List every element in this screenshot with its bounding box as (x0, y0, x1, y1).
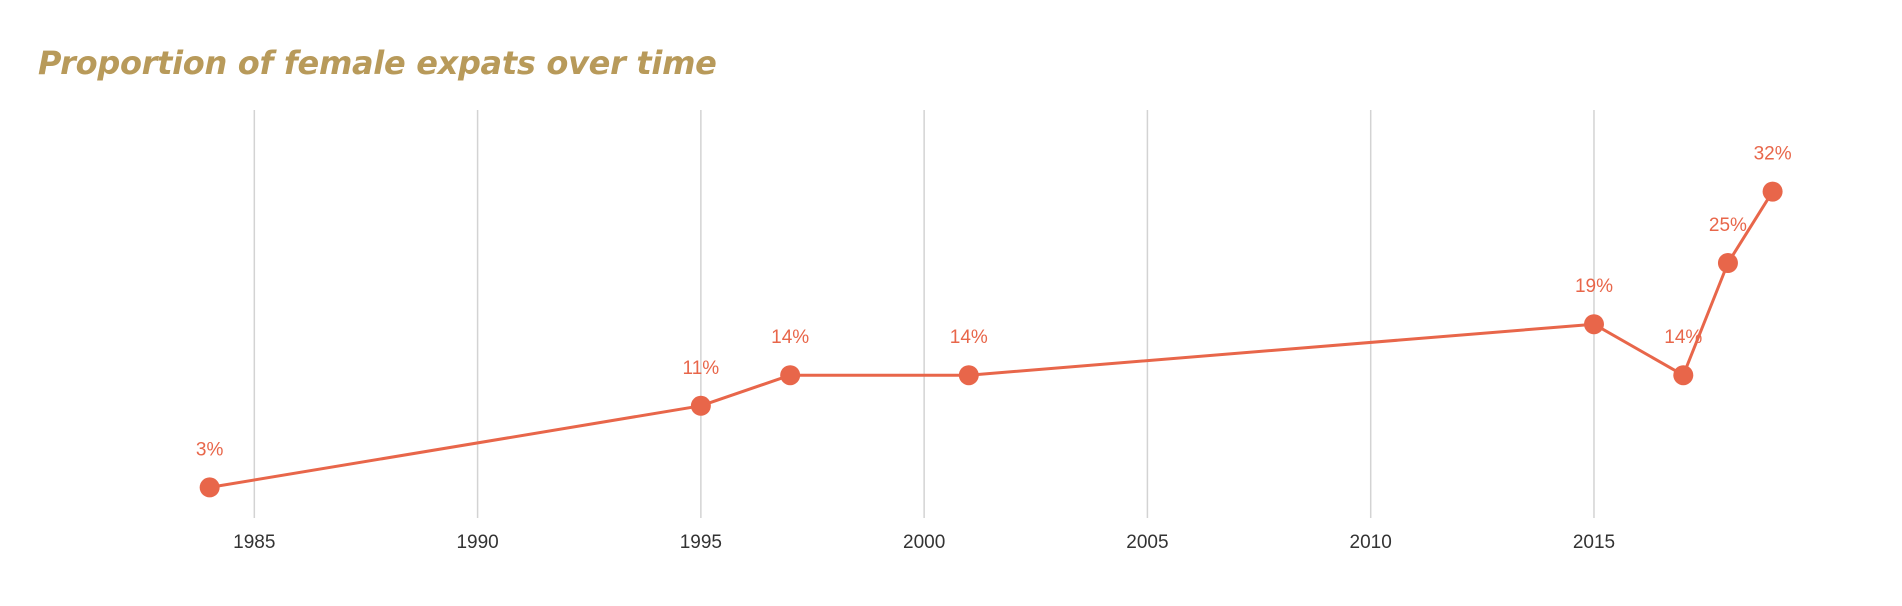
data-label-2018: 25% (1709, 215, 1747, 236)
data-point-1984[interactable] (199, 477, 220, 498)
data-point-2015[interactable] (1583, 314, 1604, 335)
data-label-1984: 3% (196, 439, 224, 460)
x-tick-label: 1990 (456, 532, 498, 553)
data-point-2017[interactable] (1673, 365, 1694, 386)
series-line (208, 190, 1775, 489)
data-label-2001: 14% (950, 327, 988, 348)
data-point-2001[interactable] (958, 365, 979, 386)
gridlines (253, 110, 1595, 518)
data-label-2017: 14% (1664, 327, 1702, 348)
data-point-1997[interactable] (780, 365, 801, 386)
x-tick-label: 2005 (1126, 532, 1168, 553)
x-tick-label: 1985 (233, 532, 275, 553)
data-label-2019: 32% (1754, 144, 1792, 165)
data-points (199, 181, 1783, 498)
data-label-2015: 19% (1575, 276, 1613, 297)
x-tick-label: 2015 (1573, 532, 1615, 553)
data-point-2018[interactable] (1717, 253, 1738, 273)
data-label-1995: 11% (683, 358, 720, 379)
x-tick-label: 2000 (903, 532, 945, 553)
x-tick-label: 2010 (1350, 532, 1392, 553)
data-label-1997: 14% (771, 327, 809, 348)
x-tick-label: 1995 (680, 532, 722, 553)
series-line-layer (208, 190, 1775, 489)
data-point-1995[interactable] (690, 395, 711, 416)
chart-title: Proportion of female expats over time (38, 44, 717, 82)
data-point-2019[interactable] (1762, 181, 1783, 202)
data-labels: 3% 11% 14% 14% 19% 14% 25% 32% (196, 144, 1792, 461)
x-axis-ticks: 1985 1990 1995 2000 2005 2010 2015 (233, 532, 1615, 553)
